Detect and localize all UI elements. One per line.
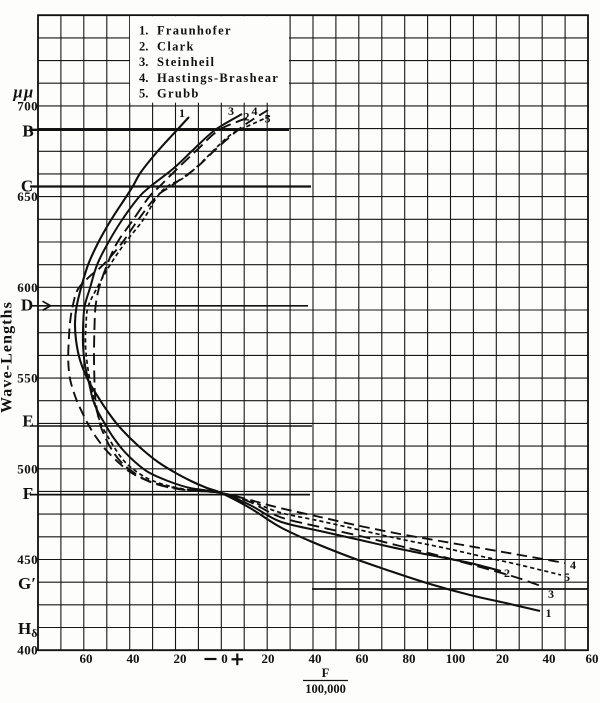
svg-text:60: 60	[80, 651, 93, 666]
svg-text:500: 500	[17, 461, 38, 476]
svg-text:450: 450	[17, 552, 38, 567]
svg-text:2: 2	[244, 110, 250, 124]
svg-text:5: 5	[265, 112, 271, 126]
svg-text:0: 0	[221, 651, 228, 666]
svg-text:μμ: μμ	[12, 83, 34, 102]
svg-text:5: 5	[564, 570, 570, 584]
svg-text:20: 20	[496, 651, 509, 666]
svg-text:20: 20	[262, 651, 275, 666]
svg-text:3.: 3.	[139, 55, 148, 69]
svg-text:100,000: 100,000	[305, 682, 346, 696]
svg-text:400: 400	[17, 643, 38, 658]
svg-text:40: 40	[543, 651, 556, 666]
svg-text:Fraunhofer: Fraunhofer	[157, 24, 232, 38]
svg-text:4: 4	[570, 558, 576, 572]
svg-text:1.: 1.	[139, 24, 148, 38]
svg-text:60: 60	[586, 651, 599, 666]
svg-text:C: C	[21, 177, 33, 196]
svg-text:40: 40	[127, 651, 140, 666]
svg-text:5.: 5.	[139, 87, 148, 101]
svg-text:F: F	[322, 666, 330, 680]
svg-text:B: B	[22, 122, 33, 141]
svg-text:F: F	[23, 484, 33, 503]
svg-text:600: 600	[17, 280, 38, 295]
svg-text:1: 1	[546, 606, 552, 620]
svg-text:20: 20	[174, 651, 187, 666]
svg-text:4.: 4.	[139, 71, 148, 85]
svg-text:80: 80	[403, 651, 416, 666]
svg-text:Hastings-Brashear: Hastings-Brashear	[157, 71, 279, 85]
svg-text:60: 60	[356, 651, 369, 666]
svg-text:550: 550	[17, 371, 38, 386]
svg-text:2: 2	[504, 566, 510, 580]
svg-text:E: E	[22, 412, 33, 431]
svg-text:700: 700	[17, 98, 38, 113]
svg-text:3: 3	[548, 587, 554, 601]
svg-text:40: 40	[309, 651, 322, 666]
svg-text:Clark: Clark	[157, 39, 195, 53]
svg-text:G′: G′	[18, 574, 36, 593]
svg-text:100: 100	[446, 651, 466, 666]
svg-text:2.: 2.	[139, 39, 148, 53]
svg-text:4: 4	[252, 104, 258, 118]
svg-text:1: 1	[179, 106, 185, 120]
svg-text:650: 650	[17, 189, 38, 204]
svg-text:Grubb: Grubb	[157, 87, 200, 101]
svg-text:3: 3	[228, 104, 234, 118]
svg-text:Wave-Lengths: Wave-Lengths	[0, 301, 16, 413]
svg-text:Steinheil: Steinheil	[157, 55, 215, 69]
svg-text:D: D	[21, 296, 33, 315]
